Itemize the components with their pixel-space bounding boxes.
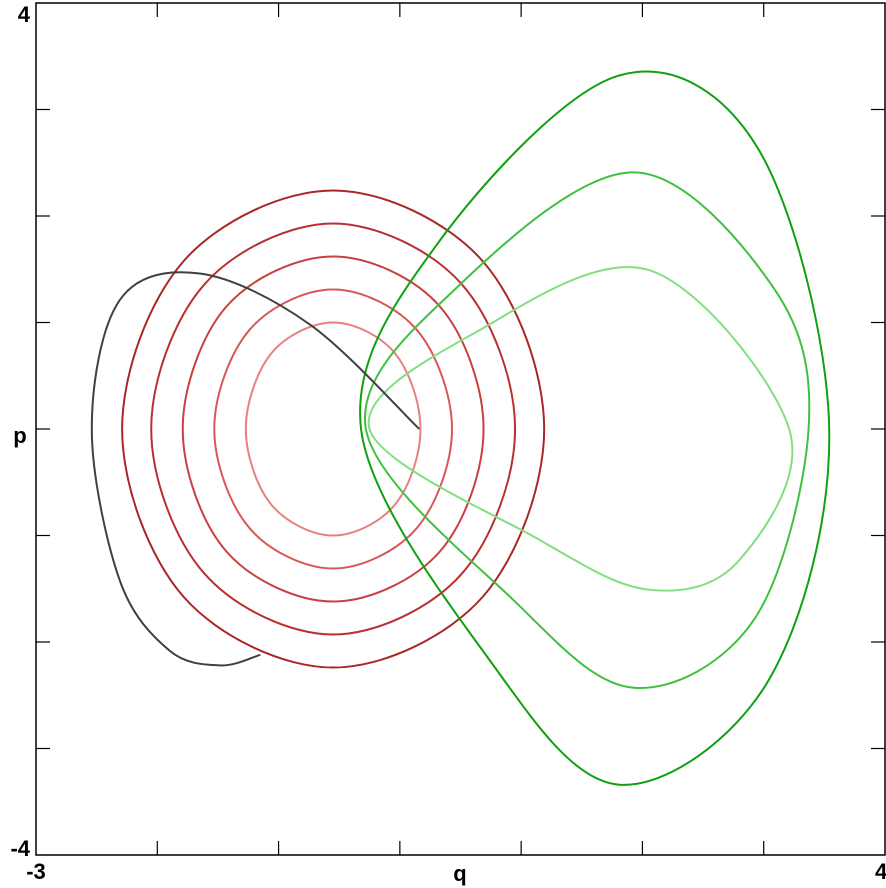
y-axis-label: p	[13, 423, 26, 448]
trajectory	[90, 271, 420, 667]
trajectory	[213, 288, 454, 570]
trajectory	[363, 171, 811, 689]
plot-frame	[35, 2, 886, 856]
trajectory	[359, 70, 831, 786]
x-tick-label: -3	[26, 859, 46, 884]
trajectory	[244, 321, 422, 537]
trajectory	[150, 222, 517, 636]
trajectory	[181, 255, 485, 603]
y-tick-label: -4	[10, 836, 30, 861]
x-tick-label: 4	[875, 859, 886, 884]
y-tick-label: 4	[18, 2, 31, 27]
trajectory	[121, 189, 546, 669]
trajectory	[367, 266, 794, 592]
x-axis-label: q	[453, 861, 466, 886]
